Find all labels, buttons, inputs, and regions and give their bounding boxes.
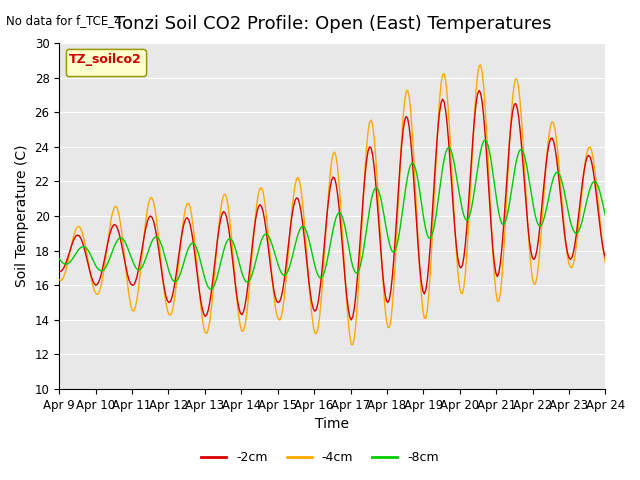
Y-axis label: Soil Temperature (C): Soil Temperature (C) <box>15 145 29 287</box>
Title: Tonzi Soil CO2 Profile: Open (East) Temperatures: Tonzi Soil CO2 Profile: Open (East) Temp… <box>113 15 551 33</box>
X-axis label: Time: Time <box>316 418 349 432</box>
Text: No data for f_TCE_4: No data for f_TCE_4 <box>6 14 122 27</box>
Legend:  <box>65 49 146 76</box>
Legend: -2cm, -4cm, -8cm: -2cm, -4cm, -8cm <box>196 446 444 469</box>
